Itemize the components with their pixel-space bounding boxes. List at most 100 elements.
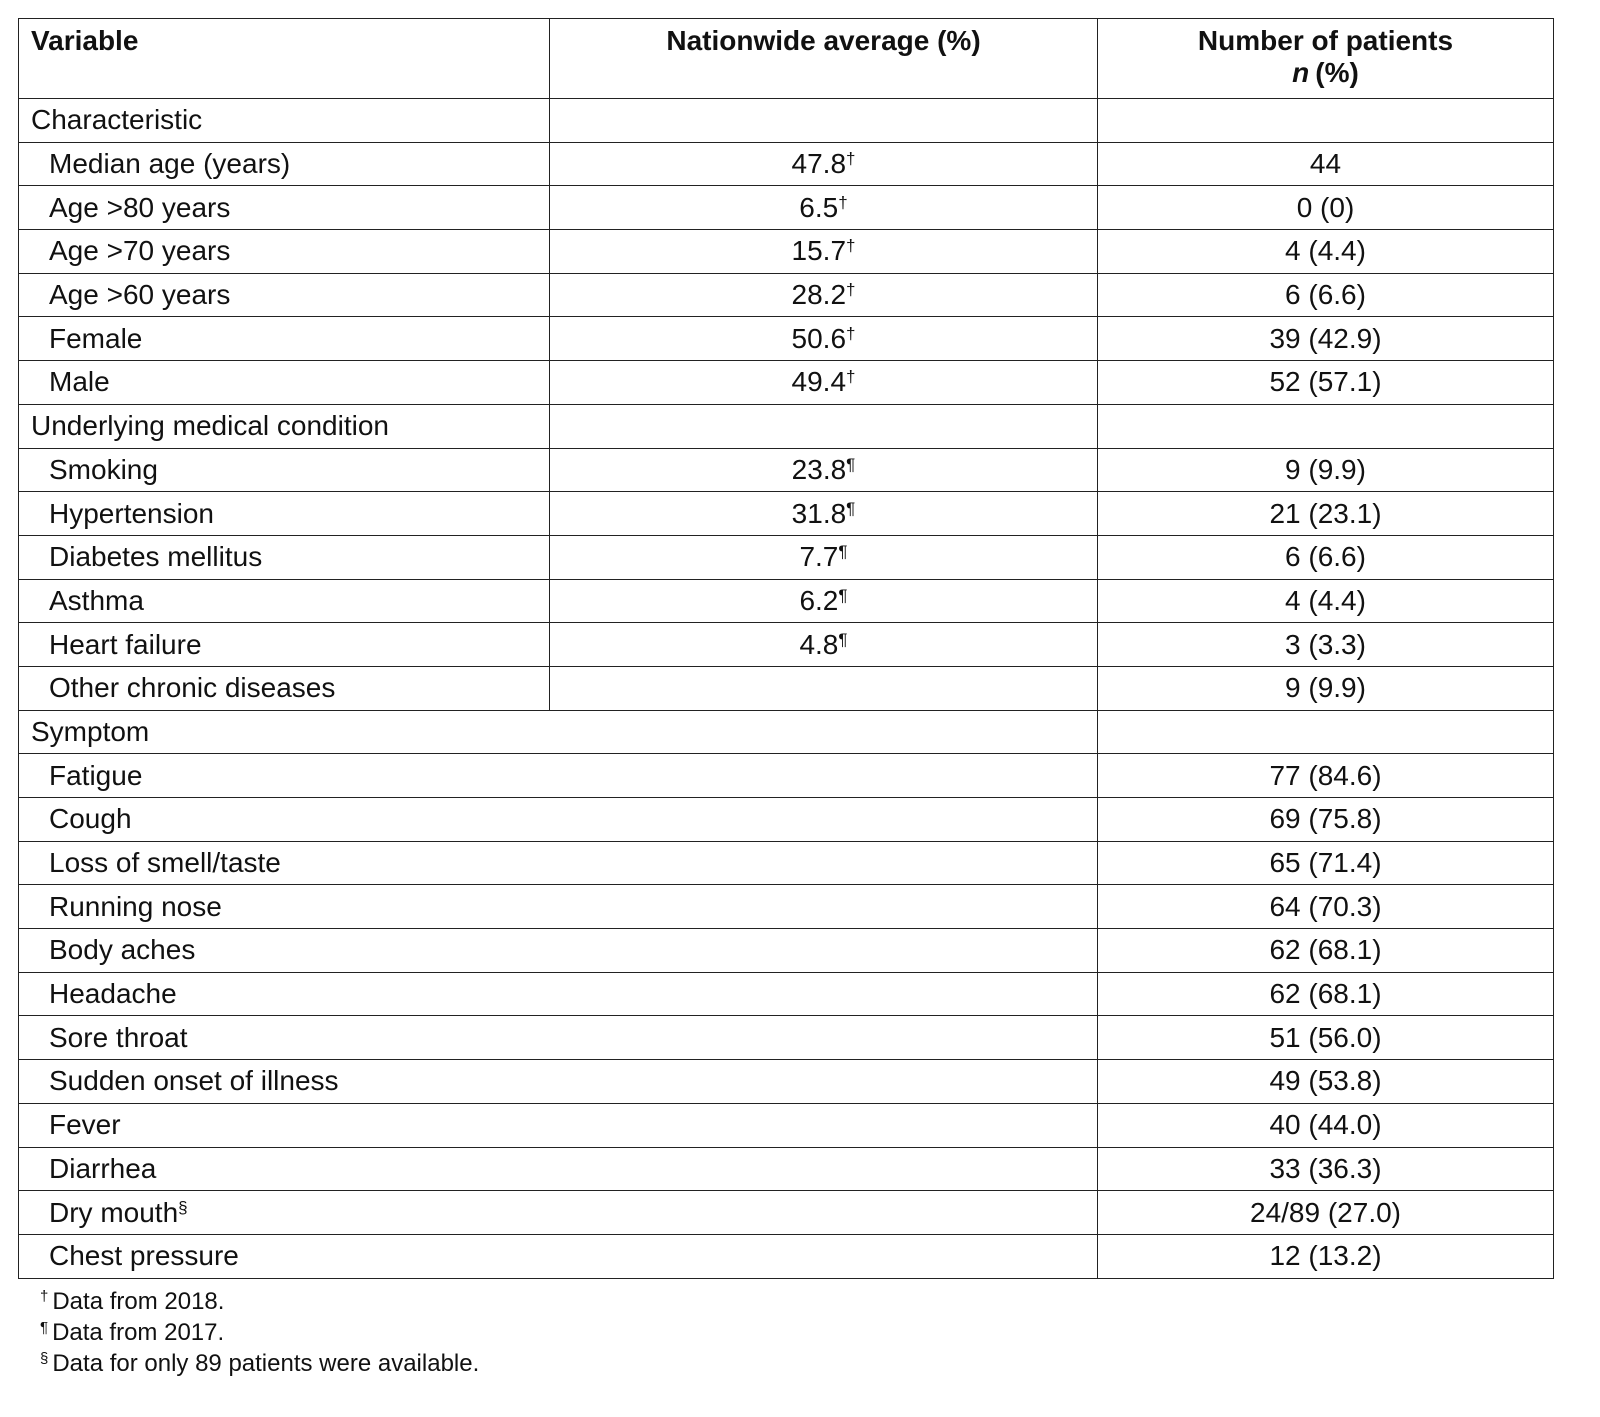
table-row: Age >80 years 6.5† 0 (0) [18,185,1554,231]
footnote-text: Data from 2017. [52,1319,225,1346]
footnote-mark: † [838,192,848,212]
row-label: Asthma [49,584,144,616]
nationwide-value: 6.2 [799,584,839,616]
label-cell: Diarrhea [18,1146,1098,1192]
patients-value: 62 (68.1) [1269,934,1382,966]
label-cell: Chest pressure [18,1233,1098,1279]
patients-cell: 9 (9.9) [1097,447,1554,493]
nationwide-value: 50.6 [791,322,847,354]
patients-cell: 44 [1097,141,1554,187]
header-text: Variable [31,25,139,56]
table-row: Headache 62 (68.1) [18,971,1554,1017]
patients-value: 77 (84.6) [1269,759,1382,791]
nationwide-value: 49.4 [791,366,847,398]
patients-cell: 12 (13.2) [1097,1233,1554,1279]
table-row: Age >60 years 28.2† 6 (6.6) [18,272,1554,318]
table-row: Smoking 23.8¶ 9 (9.9) [18,447,1554,493]
row-label: Age >80 years [49,191,231,223]
row-label: Headache [49,978,177,1010]
patients-cell: 6 (6.6) [1097,534,1554,580]
nationwide-value: 4.8 [799,628,839,660]
nationwide-value: 15.7 [791,235,847,267]
section-row: Characteristic [18,98,1554,143]
table-row: Cough 69 (75.8) [18,797,1554,842]
label-cell: Diabetes mellitus [18,534,550,580]
nationwide-value: 23.8 [791,453,847,485]
table-row: Sore throat 51 (56.0) [18,1015,1554,1061]
patients-value: 62 (68.1) [1269,978,1382,1010]
footnote-mark: † [846,367,856,387]
patients-value: 33 (36.3) [1269,1152,1382,1184]
footnote-mark: § [178,1197,188,1217]
label-cell: Male [18,360,550,405]
table-row: Loss of smell/taste 65 (71.4) [18,840,1554,886]
table-row: Asthma 6.2¶ 4 (4.4) [18,578,1554,624]
patients-value: 4 (4.4) [1285,584,1366,616]
section-row: Symptom [18,709,1554,755]
section-cell: Underlying medical condition [18,403,550,449]
row-label: Fever [49,1109,121,1141]
patients-value: 12 (13.2) [1269,1240,1382,1272]
nationwide-cell: 50.6† [549,316,1098,362]
table-row: Running nose 64 (70.3) [18,884,1554,930]
section-cell: Characteristic [18,98,550,143]
empty-cell [1097,709,1554,755]
table-row: Sudden onset of illness 49 (53.8) [18,1059,1554,1104]
header-cell: Nationwide average (%) [549,18,1098,99]
row-label: Age >60 years [49,279,231,311]
patients-cell: 49 (53.8) [1097,1059,1554,1104]
row-label: Body aches [49,934,196,966]
patients-cell: 0 (0) [1097,185,1554,231]
label-cell: Sore throat [18,1015,1098,1061]
label-cell: Other chronic diseases [18,665,550,711]
patients-value: 69 (75.8) [1269,803,1382,835]
footnote-mark: † [846,280,856,300]
patients-cell: 51 (56.0) [1097,1015,1554,1061]
patients-value: 0 (0) [1296,191,1355,223]
row-label: Cough [49,803,132,835]
row-label: Median age (years) [49,148,291,180]
table-body: Characteristic Median age (years) 47.8† 44 A… [18,98,1554,1279]
patients-value: 39 (42.9) [1269,322,1382,354]
nationwide-cell: 7.7¶ [549,534,1098,580]
label-cell: Sudden onset of illness [18,1059,1098,1104]
row-label: Female [49,322,143,354]
section-label: Symptom [31,715,150,747]
header-cell: Variable [18,18,550,99]
nationwide-cell: 47.8† [549,141,1098,187]
table-row: Median age (years) 47.8† 44 [18,141,1554,187]
table-row: Hypertension 31.8¶ 21 (23.1) [18,491,1554,536]
empty-cell [549,98,1098,143]
patients-value: 6 (6.6) [1285,279,1366,311]
section-label: Underlying medical condition [31,410,389,442]
nationwide-value: 47.8 [791,148,847,180]
patients-cell: 3 (3.3) [1097,622,1554,667]
table-row: Age >70 years 15.7† 4 (4.4) [18,229,1554,274]
header-text: Nationwide average (%) [666,25,981,56]
label-cell: Age >80 years [18,185,550,231]
nationwide-value: 7.7 [799,541,839,573]
table-row: Heart failure 4.8¶ 3 (3.3) [18,622,1554,667]
table-row: Fever 40 (44.0) [18,1102,1554,1148]
row-label: Chest pressure [49,1240,239,1272]
footnote-mark: ¶ [838,585,848,605]
section-row: Underlying medical condition [18,403,1554,449]
label-cell: Heart failure [18,622,550,667]
patients-cell: 33 (36.3) [1097,1146,1554,1192]
nationwide-cell: 15.7† [549,229,1098,274]
label-cell: Age >60 years [18,272,550,318]
table-row: Male 49.4† 52 (57.1) [18,360,1554,405]
patients-value: 21 (23.1) [1269,497,1382,529]
footnote-mark: ¶ [838,542,848,562]
row-label: Other chronic diseases [49,672,336,704]
footnotes: † Data from 2018. ¶ Data from 2017. § Data fo… [40,1286,479,1379]
footnote: † Data from 2018. [40,1286,479,1317]
nationwide-cell: 23.8¶ [549,447,1098,493]
row-label: Age >70 years [49,235,231,267]
section-label: Characteristic [31,104,203,136]
row-label: Loss of smell/taste [49,847,281,879]
patients-value: 52 (57.1) [1269,366,1382,398]
empty-cell [1097,403,1554,449]
patients-value: 4 (4.4) [1285,235,1366,267]
